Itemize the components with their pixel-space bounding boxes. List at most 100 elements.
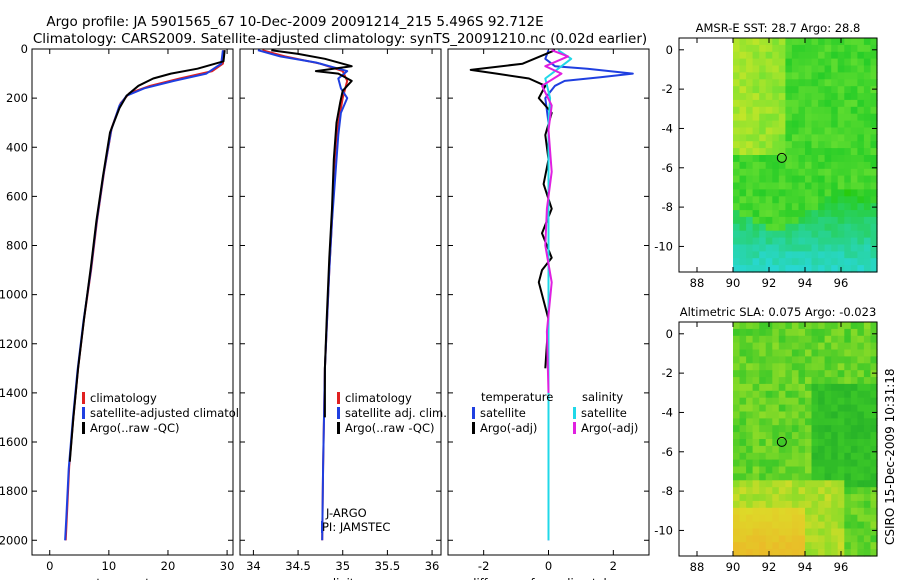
sla_map-cell	[759, 432, 767, 440]
sst_map-cell	[733, 237, 741, 246]
sla_map-cell	[857, 390, 865, 399]
sla_map-cell	[818, 404, 826, 413]
sst_map-cell	[798, 175, 806, 184]
sst_map-cell	[791, 155, 799, 163]
sst_map-cell	[831, 189, 839, 197]
sst_map-cell	[863, 99, 871, 108]
sst_map-cell	[778, 51, 786, 60]
sla_map-cell	[765, 432, 773, 440]
sla_map-cell	[772, 390, 780, 399]
sla_map-cell	[818, 322, 826, 330]
sst_map-cell	[863, 230, 871, 239]
sla_map-cell	[785, 535, 793, 543]
sla_map-cell	[759, 377, 767, 385]
sla_map-cell	[844, 335, 852, 344]
sst_map-cell	[798, 182, 806, 190]
sla_map-cell	[798, 322, 806, 330]
sst_map-cell	[772, 251, 780, 259]
sst_map-cell	[870, 65, 878, 73]
sla_map-cell	[870, 542, 878, 550]
sla_map-cell	[733, 370, 741, 378]
sla_map-cell	[863, 370, 871, 378]
sst_map-cell	[778, 134, 786, 142]
sla_map-cell	[759, 507, 767, 516]
sla_map-cell	[791, 528, 799, 536]
sla_map-cell	[857, 397, 865, 406]
sst_map-cell	[733, 58, 741, 67]
sst_map-cell	[870, 127, 878, 135]
sla_map-cell	[772, 507, 780, 516]
salinity-legend-1-label: satellite adj. clim.	[345, 406, 447, 420]
sst_map-cell	[831, 106, 839, 115]
sla_map-cell	[759, 466, 767, 474]
sst_map-cell	[818, 230, 826, 239]
sst_map-cell	[818, 99, 826, 108]
sla_map-cell	[791, 500, 799, 509]
sst_map-cell	[785, 79, 793, 87]
sla_map-cell	[733, 480, 741, 488]
sst_map-float-marker	[776, 152, 787, 163]
sst_map-cell	[798, 265, 806, 273]
sst_map-cell	[850, 51, 858, 60]
sla_map-cell	[811, 322, 819, 330]
sla_map-cell	[798, 342, 806, 351]
sla_map-cell	[785, 507, 793, 516]
sla_map-cell	[746, 322, 754, 330]
sst_map-cell	[811, 65, 819, 73]
sla_map-cell	[733, 521, 741, 530]
sst_map-cell	[811, 168, 819, 177]
sst_map-cell	[759, 168, 767, 177]
sst_map-cell	[857, 189, 865, 197]
temperature-axes-frame	[31, 48, 234, 556]
difference-legend-title-temperature: temperature	[481, 390, 553, 404]
sla_map-cell	[870, 528, 878, 536]
sst_map-cell	[772, 168, 780, 177]
sst_map-cell	[733, 230, 741, 239]
sst_map-cell	[765, 155, 773, 163]
sla_map-cell	[837, 397, 845, 406]
sla_map-cell	[850, 466, 858, 474]
sst_map-cell	[798, 93, 806, 101]
sla_map-cell	[863, 335, 871, 344]
sst_map-cell	[752, 244, 760, 252]
sla_map-cell	[772, 397, 780, 406]
sst_map-cell	[778, 196, 786, 204]
sst_map-cell	[818, 189, 826, 197]
sla_map-cell	[837, 500, 845, 509]
sst_map-cell	[752, 175, 760, 184]
sla_map-cell	[805, 487, 813, 495]
sst_map-cell	[765, 134, 773, 142]
sla_map-cell	[739, 459, 747, 468]
sst_map-cell	[785, 86, 793, 94]
sst_map-cell	[739, 127, 747, 135]
sla_map-cell	[818, 377, 826, 385]
salinity-xlabel: salinity	[320, 576, 361, 580]
sst_map-cell	[863, 251, 871, 259]
sst_map-cell	[857, 258, 865, 266]
sst_map-cell	[798, 237, 806, 246]
sst_map-cell	[811, 44, 819, 53]
sla_map-cell	[778, 397, 786, 406]
sst_map-cell	[805, 134, 813, 142]
sst_map-cell	[746, 127, 754, 135]
sla_map-cell	[805, 507, 813, 516]
sst_map-cell	[857, 120, 865, 129]
salinity-annotation-pi: PI: JAMSTEC	[322, 520, 390, 534]
sla_map-cell	[733, 411, 741, 419]
sst_map-cell	[733, 113, 741, 122]
sst_map-cell	[765, 223, 773, 232]
sla_map-cell	[837, 439, 845, 447]
sla_map-cell	[778, 542, 786, 550]
sla_map-cell	[857, 487, 865, 495]
sst_map-cell	[824, 237, 832, 246]
sst_map-cell	[739, 258, 747, 266]
sla_map-cell	[831, 452, 839, 461]
sla_map-cell	[863, 356, 871, 364]
sst_map-cell	[772, 134, 780, 142]
sst_map-cell	[772, 38, 780, 46]
sst_map-cell	[739, 223, 747, 232]
sst_map-cell	[837, 155, 845, 163]
sla_map-cell	[791, 349, 799, 357]
sla_map-cell	[870, 390, 878, 399]
sst_map-cell	[831, 210, 839, 218]
